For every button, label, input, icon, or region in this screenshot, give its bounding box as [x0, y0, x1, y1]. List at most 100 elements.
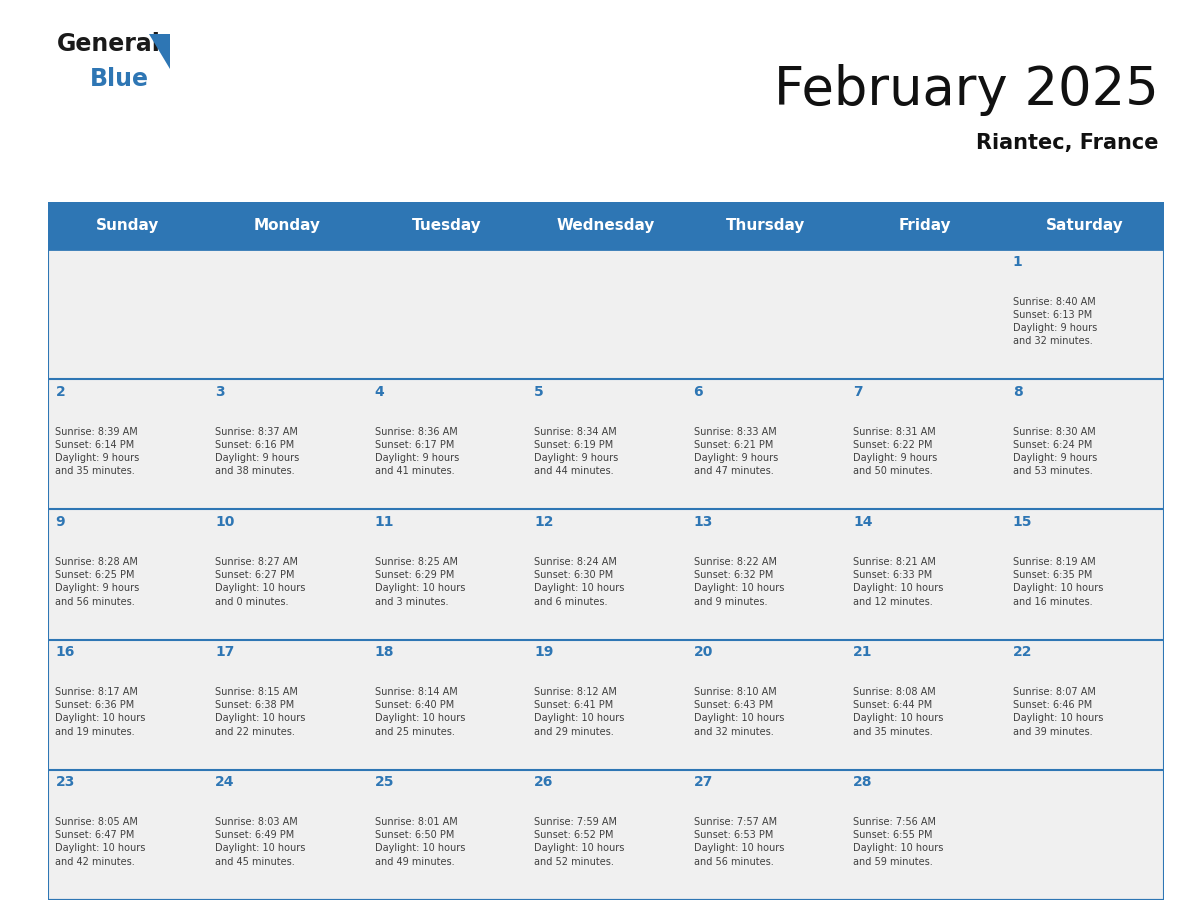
- Text: Sunrise: 8:34 AM
Sunset: 6:19 PM
Daylight: 9 hours
and 44 minutes.: Sunrise: 8:34 AM Sunset: 6:19 PM Dayligh…: [535, 427, 618, 476]
- Text: Sunrise: 8:05 AM
Sunset: 6:47 PM
Daylight: 10 hours
and 42 minutes.: Sunrise: 8:05 AM Sunset: 6:47 PM Dayligh…: [56, 817, 146, 867]
- Text: 27: 27: [694, 775, 713, 789]
- Bar: [845, 509, 1005, 640]
- Text: 21: 21: [853, 645, 873, 659]
- Bar: [367, 379, 526, 509]
- Text: Sunrise: 8:31 AM
Sunset: 6:22 PM
Daylight: 9 hours
and 50 minutes.: Sunrise: 8:31 AM Sunset: 6:22 PM Dayligh…: [853, 427, 937, 476]
- Text: Sunrise: 8:10 AM
Sunset: 6:43 PM
Daylight: 10 hours
and 32 minutes.: Sunrise: 8:10 AM Sunset: 6:43 PM Dayligh…: [694, 687, 784, 736]
- Text: Sunday: Sunday: [95, 218, 159, 233]
- Text: Sunrise: 8:36 AM
Sunset: 6:17 PM
Daylight: 9 hours
and 41 minutes.: Sunrise: 8:36 AM Sunset: 6:17 PM Dayligh…: [374, 427, 459, 476]
- Text: 14: 14: [853, 515, 873, 529]
- Text: Sunrise: 8:03 AM
Sunset: 6:49 PM
Daylight: 10 hours
and 45 minutes.: Sunrise: 8:03 AM Sunset: 6:49 PM Dayligh…: [215, 817, 305, 867]
- Bar: [207, 250, 367, 379]
- Bar: [48, 769, 207, 900]
- Bar: [207, 769, 367, 900]
- Text: Sunrise: 8:21 AM
Sunset: 6:33 PM
Daylight: 10 hours
and 12 minutes.: Sunrise: 8:21 AM Sunset: 6:33 PM Dayligh…: [853, 557, 943, 607]
- Bar: [685, 509, 845, 640]
- Text: Monday: Monday: [253, 218, 321, 233]
- Text: Sunrise: 8:19 AM
Sunset: 6:35 PM
Daylight: 10 hours
and 16 minutes.: Sunrise: 8:19 AM Sunset: 6:35 PM Dayligh…: [1012, 557, 1104, 607]
- Bar: [526, 509, 685, 640]
- Text: February 2025: February 2025: [773, 64, 1158, 117]
- Bar: [685, 379, 845, 509]
- Text: Blue: Blue: [90, 67, 150, 91]
- Text: Sunrise: 7:59 AM
Sunset: 6:52 PM
Daylight: 10 hours
and 52 minutes.: Sunrise: 7:59 AM Sunset: 6:52 PM Dayligh…: [535, 817, 625, 867]
- Text: 24: 24: [215, 775, 234, 789]
- Text: Sunrise: 8:37 AM
Sunset: 6:16 PM
Daylight: 9 hours
and 38 minutes.: Sunrise: 8:37 AM Sunset: 6:16 PM Dayligh…: [215, 427, 299, 476]
- Text: Sunrise: 8:24 AM
Sunset: 6:30 PM
Daylight: 10 hours
and 6 minutes.: Sunrise: 8:24 AM Sunset: 6:30 PM Dayligh…: [535, 557, 625, 607]
- Text: Thursday: Thursday: [726, 218, 805, 233]
- Bar: [48, 640, 207, 769]
- Text: Sunrise: 8:08 AM
Sunset: 6:44 PM
Daylight: 10 hours
and 35 minutes.: Sunrise: 8:08 AM Sunset: 6:44 PM Dayligh…: [853, 687, 943, 736]
- Bar: [207, 509, 367, 640]
- Bar: [367, 769, 526, 900]
- Text: 19: 19: [535, 645, 554, 659]
- Text: Sunrise: 8:22 AM
Sunset: 6:32 PM
Daylight: 10 hours
and 9 minutes.: Sunrise: 8:22 AM Sunset: 6:32 PM Dayligh…: [694, 557, 784, 607]
- Text: Sunrise: 8:12 AM
Sunset: 6:41 PM
Daylight: 10 hours
and 29 minutes.: Sunrise: 8:12 AM Sunset: 6:41 PM Dayligh…: [535, 687, 625, 736]
- Text: Sunrise: 8:39 AM
Sunset: 6:14 PM
Daylight: 9 hours
and 35 minutes.: Sunrise: 8:39 AM Sunset: 6:14 PM Dayligh…: [56, 427, 140, 476]
- Text: 26: 26: [535, 775, 554, 789]
- Bar: [685, 640, 845, 769]
- Text: 22: 22: [1012, 645, 1032, 659]
- Text: 23: 23: [56, 775, 75, 789]
- Text: 1: 1: [1012, 255, 1023, 269]
- Text: 18: 18: [374, 645, 394, 659]
- Text: Sunrise: 8:17 AM
Sunset: 6:36 PM
Daylight: 10 hours
and 19 minutes.: Sunrise: 8:17 AM Sunset: 6:36 PM Dayligh…: [56, 687, 146, 736]
- Bar: [367, 509, 526, 640]
- Bar: [1005, 640, 1164, 769]
- Text: 15: 15: [1012, 515, 1032, 529]
- Text: 2: 2: [56, 385, 65, 399]
- Text: 9: 9: [56, 515, 65, 529]
- Bar: [1005, 379, 1164, 509]
- Bar: [207, 640, 367, 769]
- Text: 3: 3: [215, 385, 225, 399]
- Bar: [685, 250, 845, 379]
- Bar: [367, 250, 526, 379]
- Text: 13: 13: [694, 515, 713, 529]
- Text: 7: 7: [853, 385, 862, 399]
- Text: Sunrise: 7:56 AM
Sunset: 6:55 PM
Daylight: 10 hours
and 59 minutes.: Sunrise: 7:56 AM Sunset: 6:55 PM Dayligh…: [853, 817, 943, 867]
- Text: 8: 8: [1012, 385, 1023, 399]
- Text: Sunrise: 8:33 AM
Sunset: 6:21 PM
Daylight: 9 hours
and 47 minutes.: Sunrise: 8:33 AM Sunset: 6:21 PM Dayligh…: [694, 427, 778, 476]
- Text: Sunrise: 8:40 AM
Sunset: 6:13 PM
Daylight: 9 hours
and 32 minutes.: Sunrise: 8:40 AM Sunset: 6:13 PM Dayligh…: [1012, 297, 1097, 346]
- Bar: [367, 640, 526, 769]
- Bar: [1005, 509, 1164, 640]
- Text: Riantec, France: Riantec, France: [975, 133, 1158, 153]
- Text: Sunrise: 8:27 AM
Sunset: 6:27 PM
Daylight: 10 hours
and 0 minutes.: Sunrise: 8:27 AM Sunset: 6:27 PM Dayligh…: [215, 557, 305, 607]
- Text: 20: 20: [694, 645, 713, 659]
- Bar: [48, 202, 1164, 250]
- Bar: [845, 379, 1005, 509]
- Bar: [1005, 769, 1164, 900]
- Text: 4: 4: [374, 385, 384, 399]
- Text: Sunrise: 8:30 AM
Sunset: 6:24 PM
Daylight: 9 hours
and 53 minutes.: Sunrise: 8:30 AM Sunset: 6:24 PM Dayligh…: [1012, 427, 1097, 476]
- Bar: [48, 250, 207, 379]
- Bar: [526, 250, 685, 379]
- Text: Sunrise: 8:15 AM
Sunset: 6:38 PM
Daylight: 10 hours
and 22 minutes.: Sunrise: 8:15 AM Sunset: 6:38 PM Dayligh…: [215, 687, 305, 736]
- Text: Sunrise: 8:01 AM
Sunset: 6:50 PM
Daylight: 10 hours
and 49 minutes.: Sunrise: 8:01 AM Sunset: 6:50 PM Dayligh…: [374, 817, 465, 867]
- Text: General: General: [57, 32, 160, 56]
- Text: 28: 28: [853, 775, 873, 789]
- Text: Sunrise: 7:57 AM
Sunset: 6:53 PM
Daylight: 10 hours
and 56 minutes.: Sunrise: 7:57 AM Sunset: 6:53 PM Dayligh…: [694, 817, 784, 867]
- Text: Tuesday: Tuesday: [411, 218, 481, 233]
- Text: 5: 5: [535, 385, 544, 399]
- Bar: [526, 640, 685, 769]
- Text: Saturday: Saturday: [1045, 218, 1124, 233]
- Bar: [526, 769, 685, 900]
- Text: Sunrise: 8:07 AM
Sunset: 6:46 PM
Daylight: 10 hours
and 39 minutes.: Sunrise: 8:07 AM Sunset: 6:46 PM Dayligh…: [1012, 687, 1104, 736]
- Text: 16: 16: [56, 645, 75, 659]
- Text: 17: 17: [215, 645, 234, 659]
- Bar: [1005, 250, 1164, 379]
- Text: 12: 12: [535, 515, 554, 529]
- Text: 25: 25: [374, 775, 394, 789]
- Text: 6: 6: [694, 385, 703, 399]
- Text: 10: 10: [215, 515, 234, 529]
- Text: Sunrise: 8:14 AM
Sunset: 6:40 PM
Daylight: 10 hours
and 25 minutes.: Sunrise: 8:14 AM Sunset: 6:40 PM Dayligh…: [374, 687, 465, 736]
- Text: Sunrise: 8:28 AM
Sunset: 6:25 PM
Daylight: 9 hours
and 56 minutes.: Sunrise: 8:28 AM Sunset: 6:25 PM Dayligh…: [56, 557, 140, 607]
- Text: 11: 11: [374, 515, 394, 529]
- Bar: [845, 250, 1005, 379]
- Text: Wednesday: Wednesday: [557, 218, 655, 233]
- Text: Sunrise: 8:25 AM
Sunset: 6:29 PM
Daylight: 10 hours
and 3 minutes.: Sunrise: 8:25 AM Sunset: 6:29 PM Dayligh…: [374, 557, 465, 607]
- Bar: [207, 379, 367, 509]
- Bar: [845, 640, 1005, 769]
- Bar: [48, 509, 207, 640]
- Bar: [685, 769, 845, 900]
- Text: Friday: Friday: [898, 218, 952, 233]
